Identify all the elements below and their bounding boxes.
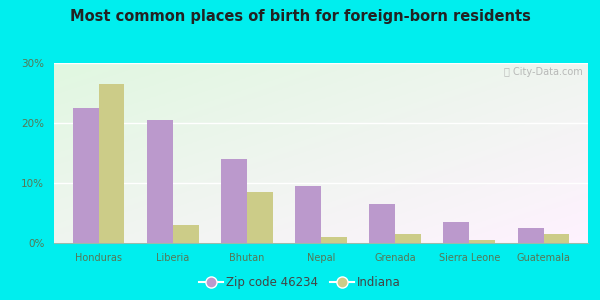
Bar bbox=[98, 84, 124, 243]
Text: ⓘ City-Data.com: ⓘ City-Data.com bbox=[504, 67, 583, 76]
Bar bbox=[395, 234, 421, 243]
Bar bbox=[173, 225, 199, 243]
Bar bbox=[73, 108, 98, 243]
Bar bbox=[247, 192, 273, 243]
Legend: Zip code 46234, Indiana: Zip code 46234, Indiana bbox=[194, 272, 406, 294]
Bar bbox=[518, 228, 544, 243]
Bar bbox=[147, 120, 173, 243]
Bar bbox=[369, 204, 395, 243]
Bar bbox=[221, 159, 247, 243]
Bar bbox=[295, 186, 321, 243]
Text: Most common places of birth for foreign-born residents: Most common places of birth for foreign-… bbox=[70, 9, 530, 24]
Bar bbox=[469, 240, 495, 243]
Bar bbox=[544, 234, 569, 243]
Bar bbox=[321, 237, 347, 243]
Bar bbox=[443, 222, 469, 243]
